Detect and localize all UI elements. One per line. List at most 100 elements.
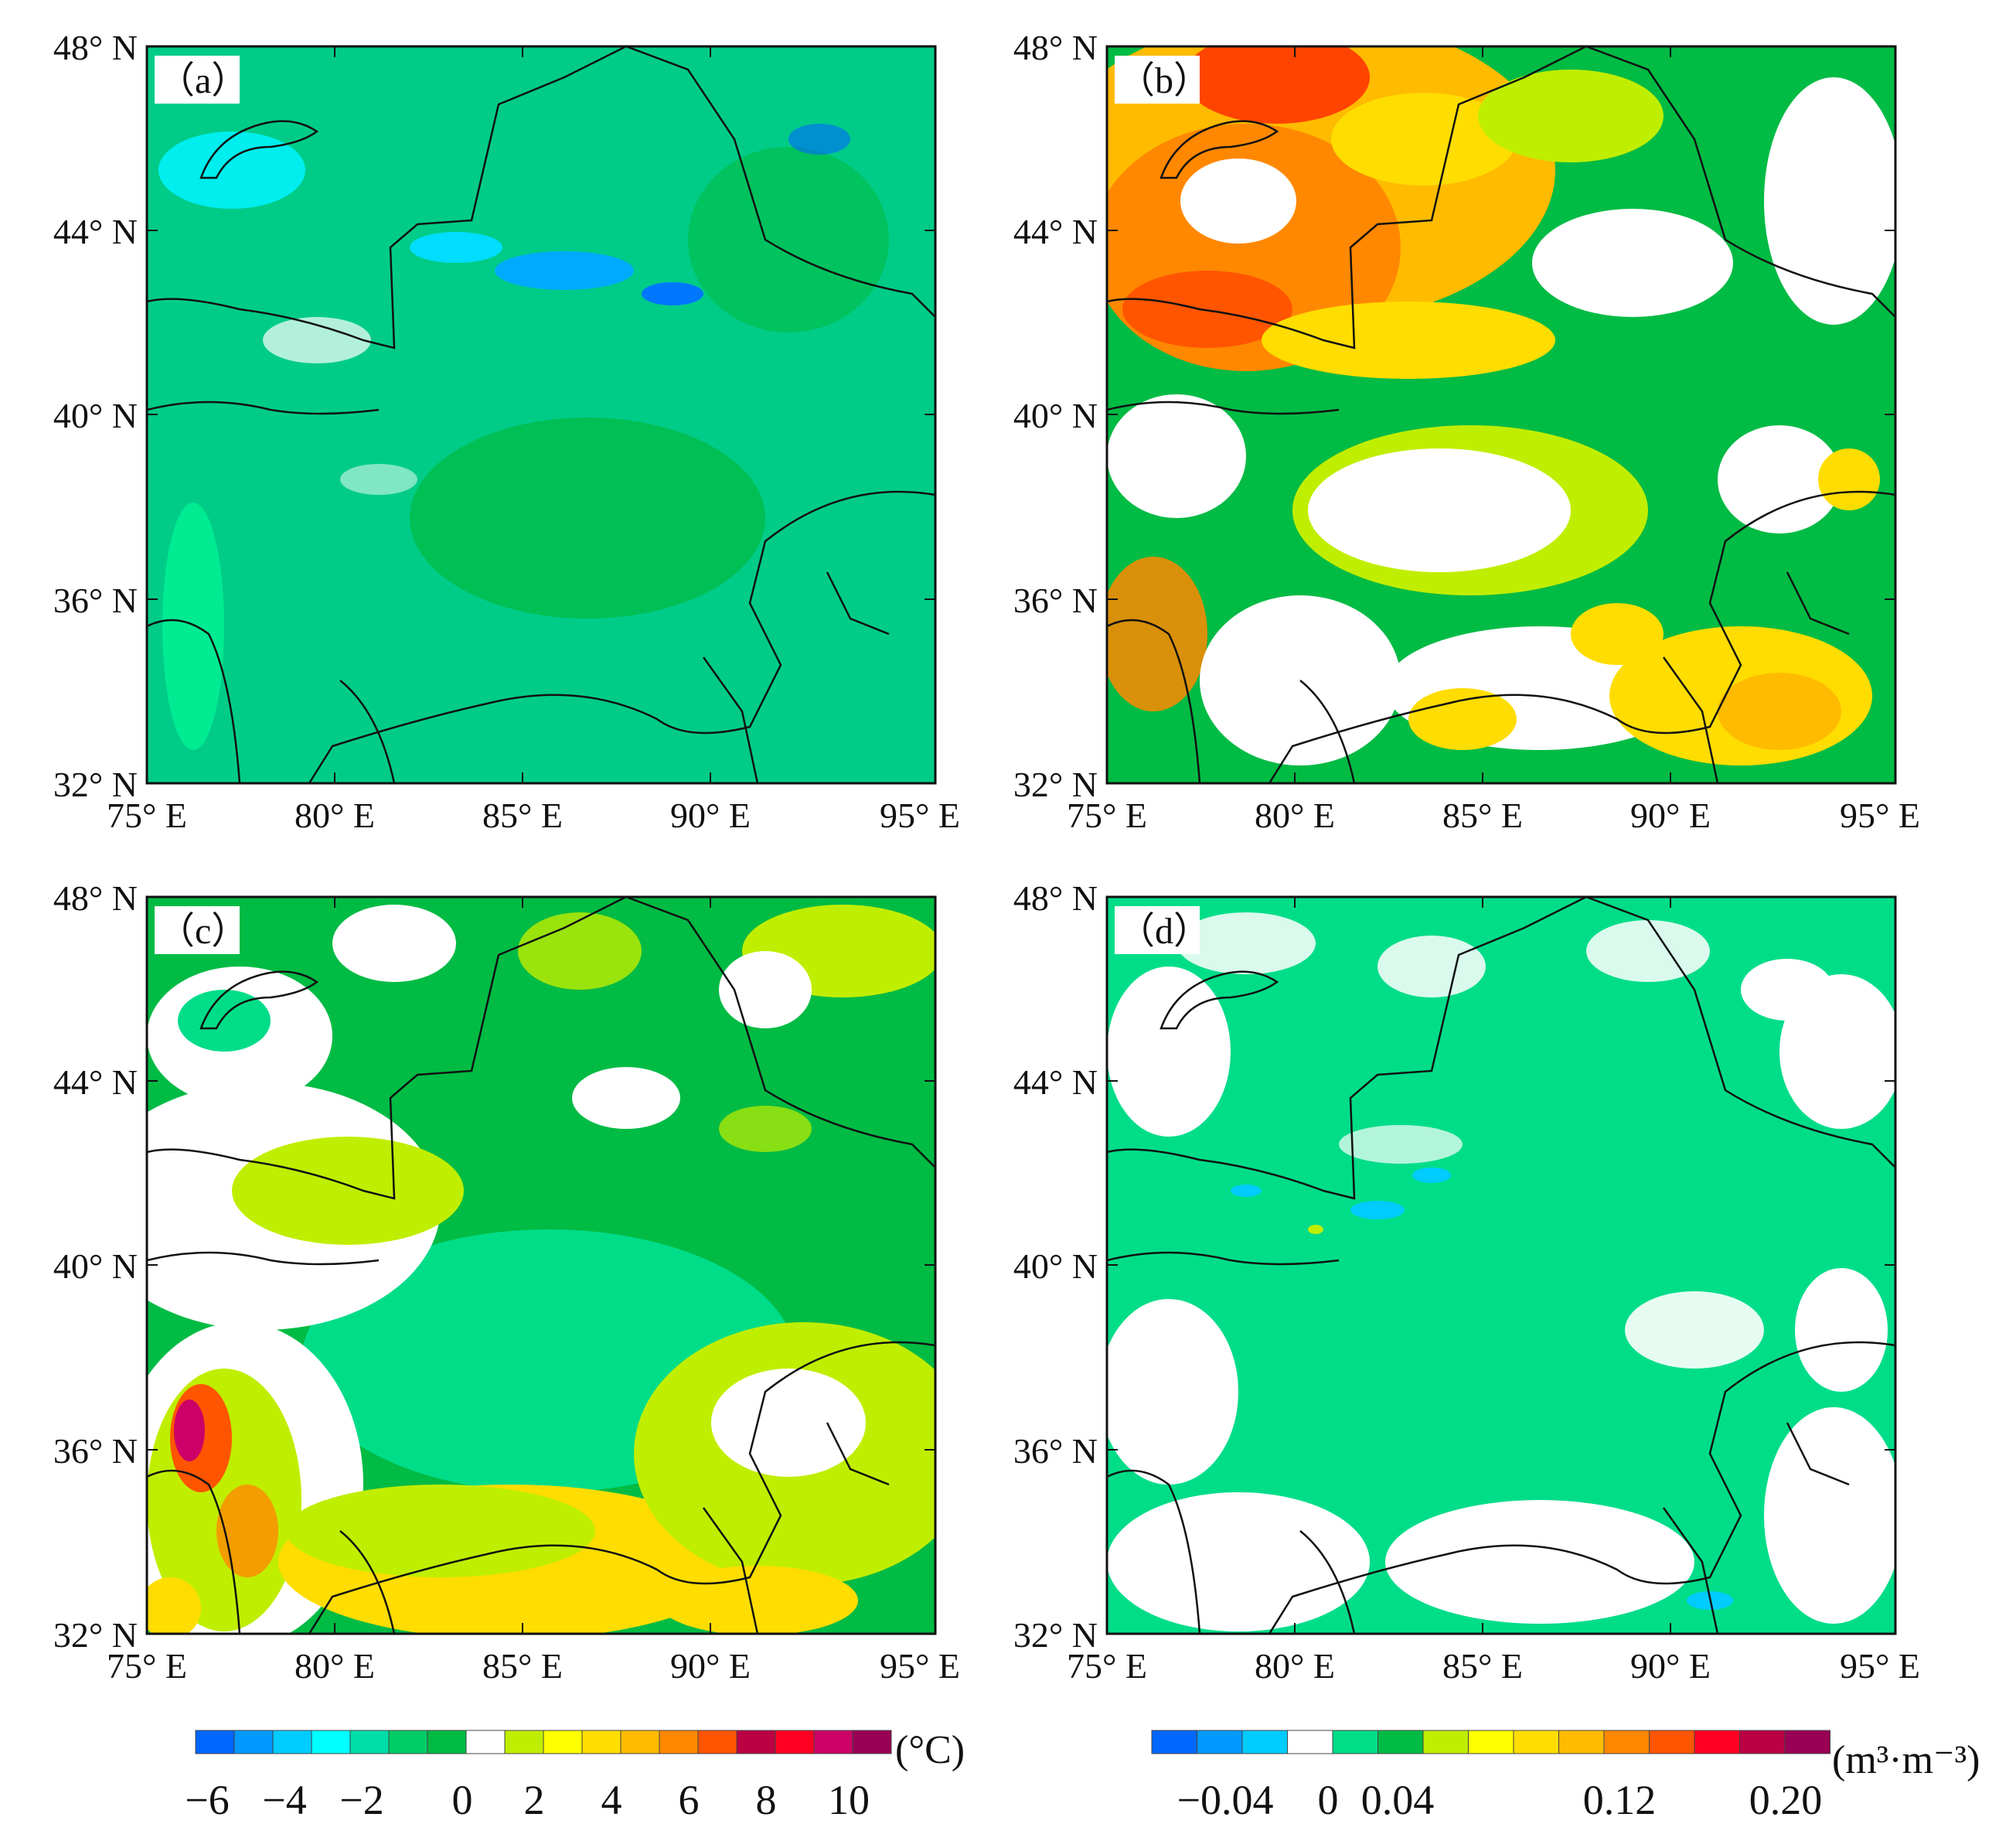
x-tick-labels: 75° E 80° E 85° E 90° E 95° E [1067, 796, 1920, 835]
panel-label: （b） [1118, 60, 1211, 101]
y-tick-label: 44° N [1013, 1062, 1098, 1102]
map-panel-c: （c） 48° N 44° N 40° N 36° N 32° N 75° E … [53, 878, 960, 1686]
colorbar-label: 4 [601, 1777, 622, 1823]
border-lines [147, 897, 935, 1634]
colorbar-label: 0.20 [1749, 1777, 1823, 1823]
colorbar-cell [195, 1730, 235, 1754]
panel-label-box [155, 906, 240, 954]
colorbar-cell [543, 1730, 583, 1754]
colorbar-cell [465, 1730, 506, 1754]
colorbar-cell [1197, 1730, 1243, 1754]
colorbar-cell [1241, 1730, 1288, 1754]
y-tick-label: 36° N [53, 1431, 138, 1471]
x-tick-label: 75° E [107, 1646, 187, 1686]
colorbar-label: 8 [756, 1777, 777, 1823]
ticks [1107, 897, 1895, 1634]
y-tick-label: 40° N [53, 396, 138, 435]
x-tick-label: 90° E [670, 1646, 751, 1686]
colorbar-cell [504, 1730, 544, 1754]
colorbar-label: 0.04 [1361, 1777, 1435, 1823]
colorbar-label: 2 [524, 1777, 545, 1823]
colorbar-cell [1513, 1730, 1559, 1754]
colorbar-cell [311, 1730, 351, 1754]
map-panel-d: （d） 48° N 44° N 40° N 36° N 32° N 75° E … [1013, 878, 1920, 1686]
x-tick-label: 95° E [880, 1646, 960, 1686]
x-tick-label: 80° E [295, 1646, 375, 1686]
anomaly-patches [1107, 46, 1895, 765]
colorbar-cell [388, 1730, 428, 1754]
colorbar-cell [813, 1730, 853, 1754]
y-tick-label: 32° N [53, 765, 138, 804]
y-tick-label: 36° N [1013, 1431, 1098, 1471]
colorbar-cell [775, 1730, 815, 1754]
colorbar-cell [852, 1730, 892, 1754]
panel-label-box [1115, 56, 1200, 104]
map-panel-b: （b） 48° N 44° N 40° N 36° N 32° N 75° E … [1013, 28, 1920, 835]
y-tick-label: 36° N [1013, 581, 1098, 620]
y-tick-label: 44° N [1013, 212, 1098, 251]
colorbar-cell [1377, 1730, 1424, 1754]
colorbar-cell [1558, 1730, 1605, 1754]
panel-label-box [155, 56, 240, 104]
x-tick-label: 85° E [1442, 796, 1523, 835]
panel-label: （c） [158, 911, 248, 952]
y-tick-label: 40° N [53, 1246, 138, 1286]
colorbar-cell [1468, 1730, 1514, 1754]
colorbar-label: 10 [828, 1777, 870, 1823]
y-tick-label: 44° N [53, 212, 138, 251]
x-tick-labels: 75° E 80° E 85° E 90° E 95° E [1067, 1646, 1920, 1686]
colorbar-cell [1784, 1730, 1830, 1754]
x-tick-label: 90° E [1630, 796, 1711, 835]
colorbar-labels: −0.04 0 0.04 0.12 0.20 [1177, 1777, 1823, 1823]
x-tick-label: 95° E [1840, 1646, 1920, 1686]
x-tick-label: 85° E [482, 796, 563, 835]
colorbar-label: 6 [679, 1777, 700, 1823]
colorbar-cell [1694, 1730, 1740, 1754]
colorbar-cell [1332, 1730, 1378, 1754]
y-tick-labels: 48° N 44° N 40° N 36° N 32° N [53, 878, 138, 1655]
panel-label-box [1115, 906, 1200, 954]
ticks [147, 46, 935, 783]
x-tick-labels: 75° E 80° E 85° E 90° E 95° E [107, 796, 960, 835]
x-tick-label: 85° E [482, 1646, 563, 1686]
y-tick-label: 40° N [1013, 1246, 1098, 1286]
colorbar-cell [233, 1730, 274, 1754]
y-tick-label: 32° N [53, 1615, 138, 1655]
ticks [147, 897, 935, 1634]
y-tick-label: 40° N [1013, 396, 1098, 435]
y-tick-label: 44° N [53, 1062, 138, 1102]
panel-label: （d） [1118, 911, 1211, 952]
x-tick-label: 90° E [1630, 1646, 1711, 1686]
colorbar-cell [272, 1730, 312, 1754]
x-tick-label: 75° E [1067, 1646, 1147, 1686]
x-tick-label: 95° E [1840, 796, 1920, 835]
colorbar-soil-moisture: (m³·m⁻³) −0.04 0 0.04 0.12 0.20 [1151, 1730, 1980, 1823]
ticks [1107, 46, 1895, 783]
colorbar-labels: −6 −4 −2 0 2 4 6 8 10 [185, 1777, 870, 1823]
anomaly-patches [147, 905, 935, 1634]
colorbar-cell [427, 1730, 467, 1754]
colorbar-cell [1649, 1730, 1695, 1754]
x-tick-label: 80° E [1255, 1646, 1335, 1686]
colorbar-label: 0.12 [1583, 1777, 1657, 1823]
border-lines [1107, 897, 1895, 1634]
colorbar-temperature: (°C) −6 −4 −2 0 2 4 6 8 10 [185, 1728, 965, 1823]
colorbar-label: 0 [1318, 1777, 1339, 1823]
colorbar-cell [1422, 1730, 1469, 1754]
y-tick-label: 48° N [53, 878, 138, 918]
colorbar-label: −6 [185, 1777, 229, 1823]
colorbar-label: −4 [262, 1777, 306, 1823]
colorbar-cells [1151, 1730, 1830, 1754]
y-tick-label: 32° N [1013, 765, 1098, 804]
x-tick-label: 80° E [295, 796, 375, 835]
colorbar-cells [195, 1730, 892, 1754]
colorbar-cell [697, 1730, 737, 1754]
colorbar-label: 0 [452, 1777, 473, 1823]
colorbar-cell [1287, 1730, 1333, 1754]
border-lines [147, 46, 935, 783]
colorbar-unit: (m³·m⁻³) [1832, 1738, 1980, 1782]
colorbar-cell [1603, 1730, 1650, 1754]
y-tick-labels: 48° N 44° N 40° N 36° N 32° N [53, 28, 138, 804]
y-tick-label: 48° N [53, 28, 138, 67]
x-tick-label: 75° E [1067, 796, 1147, 835]
